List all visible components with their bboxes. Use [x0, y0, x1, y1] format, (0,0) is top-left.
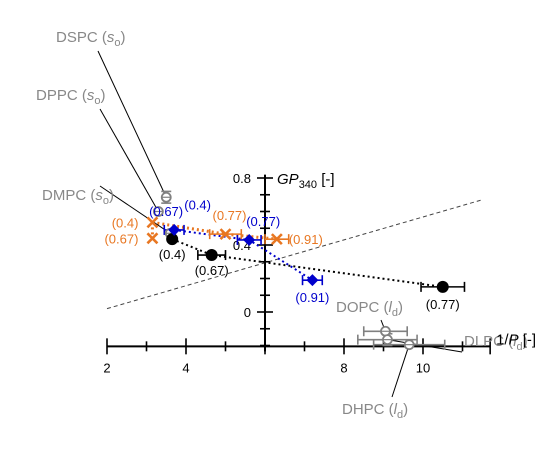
black-data-point [205, 249, 218, 262]
orange-data-point [219, 228, 232, 241]
sample-label-dspc: DSPC (so) [56, 29, 125, 49]
blue-data-point [306, 274, 319, 287]
blue-data-point [243, 233, 256, 246]
x-tick-label: 4 [182, 360, 189, 375]
sample-leader-line [97, 50, 167, 198]
y-tick-label: 0 [244, 305, 251, 320]
point-labels: (0.4)(0.67)(0.77)(0.67)(0.77)(0.91)(0.4)… [104, 198, 459, 312]
data-points [146, 190, 466, 351]
point-label: (0.77) [213, 208, 247, 223]
y-axis-label: GP340 [-] [277, 171, 335, 191]
orange-data-point [270, 233, 283, 246]
sample-label-dhpc: DHPC (ld) [342, 401, 408, 421]
x-tick-label: 8 [340, 360, 347, 375]
point-label: (0.4) [112, 215, 139, 230]
y-axis-label-main: GP [277, 171, 299, 188]
black-data-point [436, 280, 449, 293]
point-label: (0.77) [426, 297, 460, 312]
x-axis-label: 1/P [-] [496, 331, 536, 348]
black-data-point [166, 233, 179, 246]
sample-leader-lines [97, 50, 463, 398]
sample-label-dlpc: DLPC (ld) [464, 333, 528, 353]
point-label: (0.4) [184, 198, 211, 213]
point-label: (0.4) [159, 247, 186, 262]
y-axis-label-subscript: 340 [299, 179, 317, 191]
sample-leader-line [387, 339, 463, 353]
point-label: (0.91) [295, 290, 329, 305]
sample-leader-line [391, 344, 410, 398]
sample-labels: DSPC (so) DPPC (so) DMPC (so) DOPC (ld) DLPC… [36, 29, 528, 421]
orange-data-point [146, 232, 159, 245]
x-axis-label-main: P [509, 331, 519, 348]
sample-label-dopc: DOPC (ld) [336, 299, 403, 319]
sample-label-dppc: DPPC (so) [36, 87, 105, 107]
diagonal-reference-line [106, 199, 483, 310]
point-label: (0.67) [149, 204, 183, 219]
y-tick-label: 0.8 [233, 171, 251, 186]
x-axis-label-prefix: 1/ [496, 331, 509, 348]
point-label: (0.91) [289, 232, 323, 247]
sample-leader-line [99, 108, 159, 212]
x-axis-label-unit: [-] [519, 331, 537, 348]
point-label: (0.67) [104, 231, 138, 246]
point-label: (0.77) [246, 214, 280, 229]
blue-data-point [168, 223, 181, 236]
sample-leader-line [99, 185, 171, 234]
x-tick-label: 10 [416, 360, 430, 375]
point-label: (0.67) [195, 263, 229, 278]
x-tick-label: 2 [103, 360, 110, 375]
orange-data-point [146, 216, 159, 229]
sample-label-dmpc: DMPC (so) [42, 187, 114, 207]
y-axis-label-unit: [-] [317, 171, 335, 188]
